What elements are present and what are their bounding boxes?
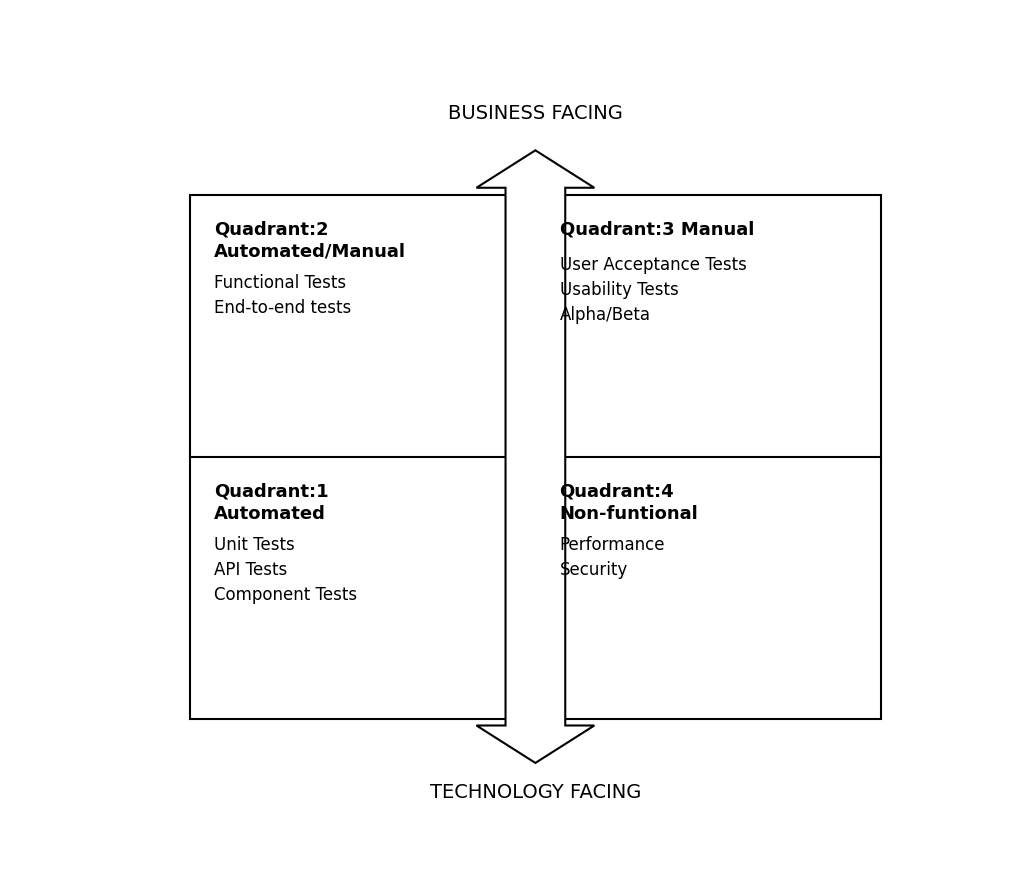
Text: User Acceptance Tests
Usability Tests
Alpha/Beta: User Acceptance Tests Usability Tests Al…: [560, 255, 746, 324]
Text: Functional Tests
End-to-end tests: Functional Tests End-to-end tests: [214, 274, 351, 317]
Text: Performance
Security: Performance Security: [560, 536, 665, 579]
Text: TECHNOLOGY FACING: TECHNOLOGY FACING: [430, 783, 641, 803]
Text: BUSINESS FACING: BUSINESS FACING: [448, 104, 623, 123]
Text: Quadrant:3 Manual: Quadrant:3 Manual: [560, 221, 754, 239]
Text: Quadrant:1
Automated: Quadrant:1 Automated: [214, 483, 329, 523]
Polygon shape: [477, 150, 594, 763]
Text: Quadrant:4
Non-funtional: Quadrant:4 Non-funtional: [560, 483, 699, 523]
Bar: [190, 194, 881, 719]
Text: Quadrant:2
Automated/Manual: Quadrant:2 Automated/Manual: [214, 221, 406, 261]
Text: Unit Tests
API Tests
Component Tests: Unit Tests API Tests Component Tests: [214, 536, 357, 604]
